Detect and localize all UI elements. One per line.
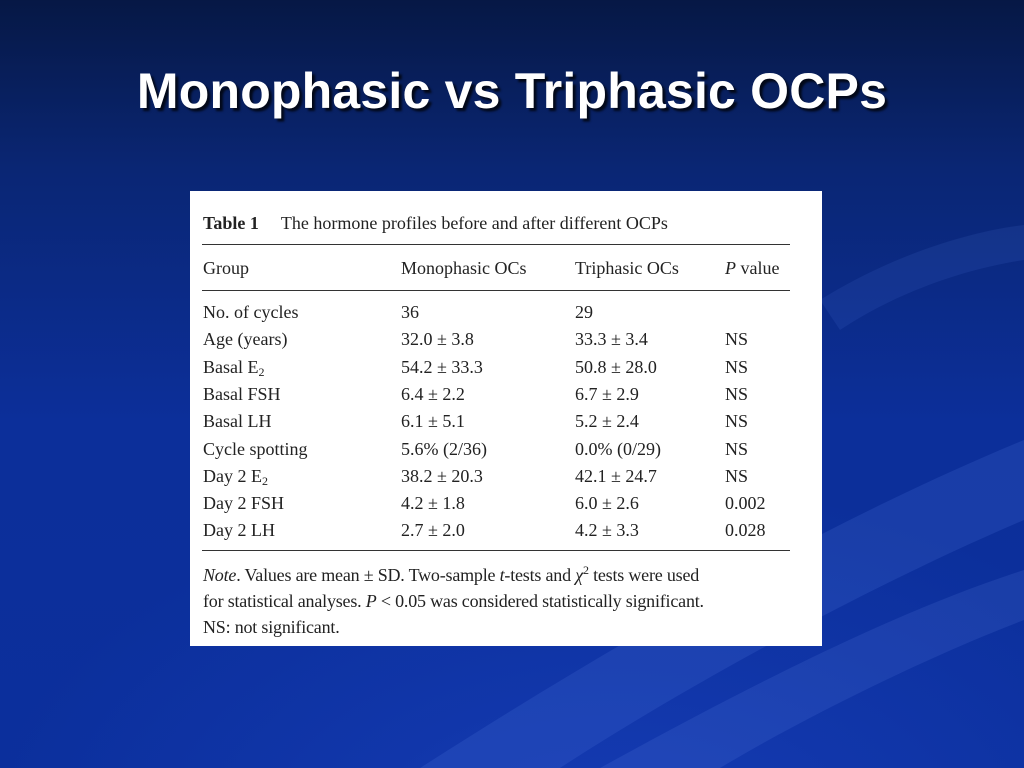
- cell-p-value: NS: [725, 411, 749, 431]
- table-label: Table 1: [203, 213, 259, 233]
- note-chi: χ: [575, 565, 583, 585]
- cell-triphasic: 6.7 ± 2.9: [575, 384, 639, 404]
- note-p: P: [365, 591, 377, 611]
- note-label: Note: [203, 565, 237, 585]
- cell-monophasic: 2.7 ± 2.0: [401, 520, 465, 540]
- cell-p-value: NS: [725, 357, 749, 377]
- cell-p-value: NS: [725, 439, 749, 459]
- cell-monophasic: 5.6% (2/36): [401, 439, 487, 459]
- cell-group: Basal FSH: [203, 384, 281, 404]
- cell-group: Basal E2: [203, 357, 265, 379]
- cell-p-value: NS: [725, 466, 749, 486]
- cell-group-subscript: 2: [261, 474, 268, 488]
- cell-group: Basal LH: [203, 411, 272, 431]
- cell-monophasic: 36: [401, 302, 419, 322]
- cell-p-value: NS: [725, 384, 749, 404]
- cell-group: Cycle spotting: [203, 439, 308, 459]
- cell-group: Day 2 FSH: [203, 493, 285, 513]
- cell-triphasic: 29: [575, 302, 593, 322]
- note-text-1: . Values are mean ± SD. Two-sample: [236, 565, 500, 585]
- header-p-italic: P: [725, 258, 736, 278]
- cell-monophasic: 6.1 ± 5.1: [401, 411, 465, 431]
- cell-triphasic: 6.0 ± 2.6: [575, 493, 639, 513]
- cell-group: No. of cycles: [203, 302, 299, 322]
- cell-monophasic: 32.0 ± 3.8: [401, 329, 474, 349]
- header-p-value: P value: [725, 257, 779, 279]
- cell-triphasic: 5.2 ± 2.4: [575, 411, 639, 431]
- header-rule: [202, 290, 790, 291]
- note-text-5: < 0.05 was considered statistically sign…: [376, 591, 704, 611]
- header-p-rest: value: [736, 258, 780, 278]
- table-image: Table 1 The hormone profiles before and a…: [190, 191, 822, 646]
- cell-group: Day 2 LH: [203, 520, 275, 540]
- note-line-3: NS: not significant.: [203, 617, 340, 637]
- note-chi-sup: 2: [582, 563, 589, 577]
- cell-triphasic: 4.2 ± 3.3: [575, 520, 639, 540]
- cell-p-value: NS: [725, 329, 749, 349]
- header-monophasic: Monophasic OCs: [401, 258, 527, 278]
- note-line-1: Note. Values are mean ± SD. Two-sample t…: [203, 562, 803, 588]
- cell-triphasic: 33.3 ± 3.4: [575, 329, 648, 349]
- note-t: t: [499, 565, 505, 585]
- cell-triphasic: 42.1 ± 24.7: [575, 466, 657, 486]
- note-text-4: for statistical analyses.: [203, 591, 366, 611]
- cell-triphasic: 50.8 ± 28.0: [575, 357, 657, 377]
- table-caption-text: The hormone profiles before and after di…: [280, 213, 668, 233]
- cell-monophasic: 38.2 ± 20.3: [401, 466, 483, 486]
- cell-p-value: 0.002: [725, 493, 766, 513]
- header-group: Group: [203, 258, 249, 278]
- cell-p-value: 0.028: [725, 520, 766, 540]
- header-triphasic: Triphasic OCs: [575, 258, 679, 278]
- bottom-rule: [202, 550, 790, 551]
- cell-triphasic: 0.0% (0/29): [575, 439, 661, 459]
- cell-monophasic: 54.2 ± 33.3: [401, 357, 483, 377]
- note-text-2: -tests and: [504, 565, 576, 585]
- table-caption: Table 1 The hormone profiles before and a…: [203, 213, 668, 234]
- cell-monophasic: 4.2 ± 1.8: [401, 493, 465, 513]
- cell-group: Day 2 E2: [203, 466, 268, 488]
- slide-title: Monophasic vs Triphasic OCPs: [136, 63, 888, 119]
- table-note: Note. Values are mean ± SD. Two-sample t…: [203, 562, 803, 640]
- cell-group: Age (years): [203, 329, 288, 349]
- cell-monophasic: 6.4 ± 2.2: [401, 384, 465, 404]
- cell-group-subscript: 2: [258, 365, 265, 379]
- note-line-2: for statistical analyses. P < 0.05 was c…: [203, 588, 803, 614]
- note-text-3: tests were used: [588, 565, 700, 585]
- top-rule: [202, 244, 790, 245]
